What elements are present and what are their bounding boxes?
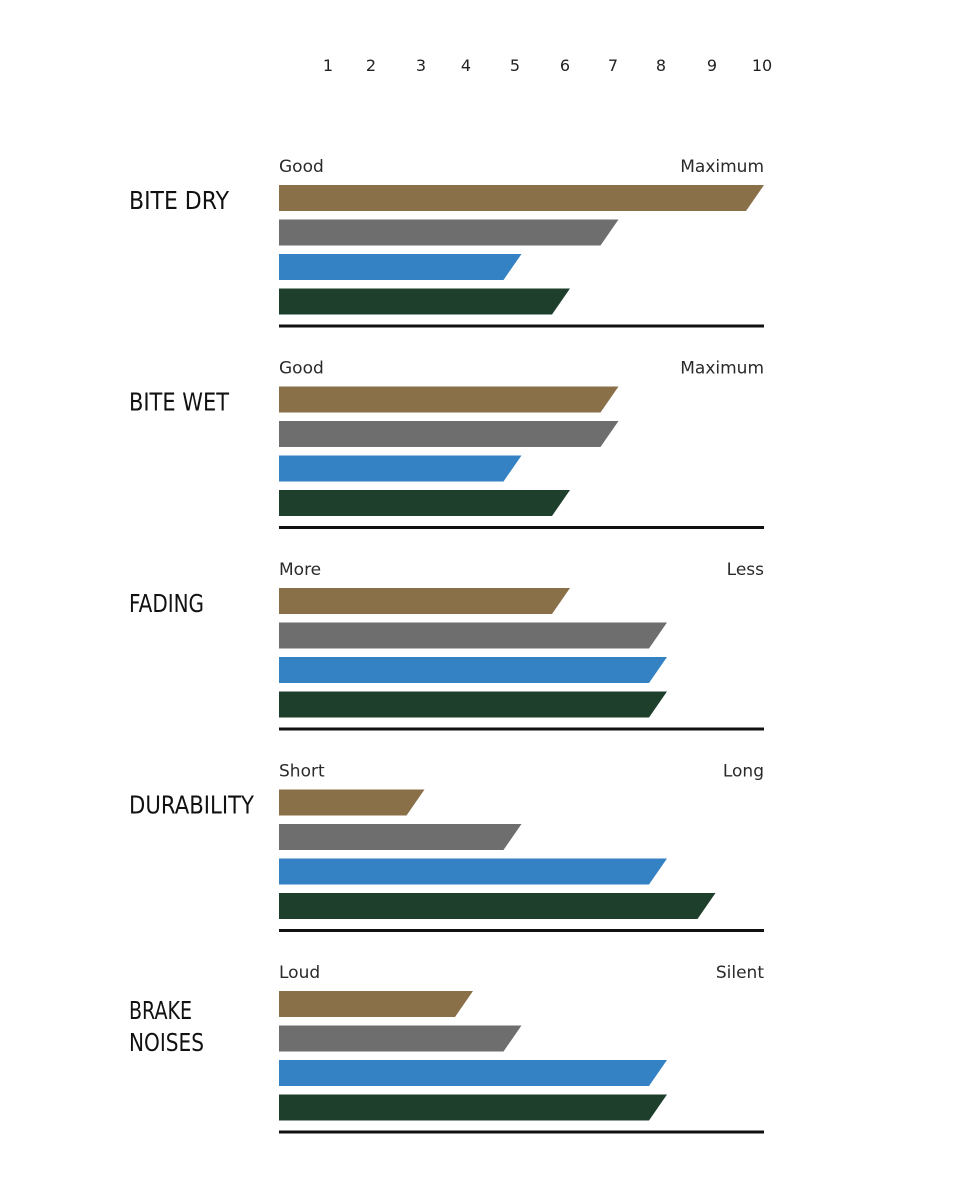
bar <box>279 254 522 280</box>
bar <box>279 288 570 315</box>
range-low-label: Good <box>279 157 324 177</box>
range-low-label: Short <box>279 762 325 782</box>
category-label: FADING <box>129 589 204 618</box>
bar <box>279 991 473 1017</box>
category-label: BITE WET <box>129 388 230 417</box>
bar <box>279 657 667 683</box>
bar <box>279 185 764 211</box>
range-low-label: Good <box>279 359 324 379</box>
group-baseline <box>279 727 764 731</box>
group-baseline <box>279 526 764 529</box>
bar <box>279 219 619 246</box>
category-label: DURABILITY <box>129 791 255 820</box>
group-baseline <box>279 929 764 932</box>
bar <box>279 824 522 850</box>
bar <box>279 858 667 885</box>
scale-tick-label: 4 <box>461 56 471 75</box>
scale-tick-label: 2 <box>366 56 376 75</box>
scale-tick-label: 9 <box>707 56 717 75</box>
bar <box>279 588 570 614</box>
category-label: BITE DRY <box>129 186 230 215</box>
range-high-label: Long <box>723 762 764 782</box>
bar <box>279 386 619 413</box>
bar <box>279 1025 522 1052</box>
range-low-label: Loud <box>279 963 320 983</box>
scale-tick-label: 6 <box>560 56 570 75</box>
scale-tick-label: 5 <box>510 56 520 75</box>
bar <box>279 490 570 516</box>
scale-tick-label: 7 <box>608 56 618 75</box>
bar <box>279 622 667 649</box>
group-baseline <box>279 1130 764 1134</box>
scale-tick-label: 10 <box>752 56 772 75</box>
bar <box>279 455 522 482</box>
bar <box>279 691 667 718</box>
range-low-label: More <box>279 560 321 580</box>
category-label: BRAKE <box>129 996 192 1025</box>
bar <box>279 1094 667 1121</box>
scale-tick-label: 8 <box>656 56 666 75</box>
group-baseline <box>279 324 764 328</box>
category-label: NOISES <box>129 1028 204 1057</box>
range-high-label: Maximum <box>680 359 764 379</box>
range-high-label: Silent <box>716 963 764 983</box>
bar <box>279 789 425 816</box>
scale-tick-label: 3 <box>416 56 426 75</box>
bar <box>279 893 716 919</box>
scale-tick-label: 1 <box>323 56 333 75</box>
bar <box>279 421 619 447</box>
bar <box>279 1060 667 1086</box>
range-high-label: Less <box>727 560 764 580</box>
range-high-label: Maximum <box>680 157 764 177</box>
